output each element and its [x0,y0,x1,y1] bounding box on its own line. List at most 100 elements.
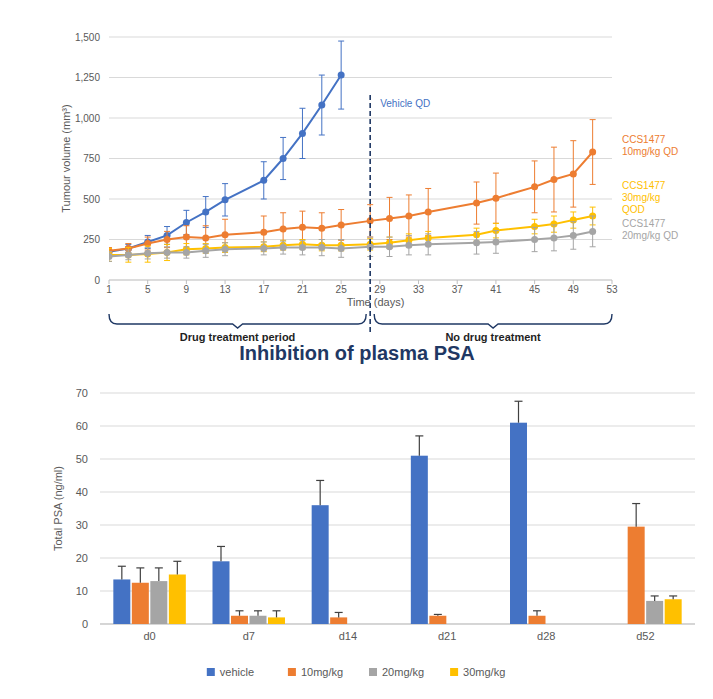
error-cap [261,199,267,200]
error-bar [109,248,112,261]
point [473,239,480,246]
point [589,228,596,235]
point [260,245,267,252]
point [318,102,325,109]
point [318,225,325,232]
point [318,244,325,251]
psa-chart: Inhibition of plasma PSATotal PSA (ng/ml… [52,342,695,678]
tumour-chart: 02505007501,0001,2501,500159131721252933… [60,32,678,344]
error-bar [145,248,151,259]
error-cap [145,237,151,238]
point [164,249,171,256]
x-tick-label: d7 [243,630,255,642]
error-cap [183,246,189,247]
point [222,231,229,238]
point [492,238,499,245]
series-label: CCS147730mg/kgQOD [622,180,666,215]
grid-line [109,118,612,119]
point [280,155,287,162]
error-cap [222,183,228,184]
error-cap [254,610,262,611]
error-cap [493,230,499,231]
error-cap [109,248,112,249]
error-cap [551,147,557,148]
bar [665,599,682,624]
error-cap [551,224,557,225]
point [183,219,190,226]
legend-swatch [450,668,458,676]
error-bar [474,182,480,224]
error-bar [145,237,151,250]
error-bar [254,611,262,616]
point [299,224,306,231]
error-cap [532,251,538,252]
x-tick-label: 9 [184,284,190,295]
error-cap [164,246,170,247]
error-cap [280,212,286,213]
error-cap [109,261,112,262]
series-label-line: CCS1477 [622,134,666,145]
error-cap [493,223,499,224]
plot-area [113,401,681,624]
y-tick-label: 1,500 [75,32,100,43]
error-cap [222,219,228,220]
error-cap [532,160,538,161]
point [338,72,345,79]
error-bar [203,197,209,228]
x-tick-label: 33 [413,284,425,295]
point [144,251,151,258]
legend-swatch [207,668,215,676]
y-tick-label: 1,000 [75,113,100,124]
error-cap [203,225,209,226]
error-cap [261,161,267,162]
point [222,196,229,203]
bar [646,601,663,624]
error-bar [532,161,538,213]
error-stem [257,611,258,616]
point [144,250,151,257]
point [202,234,209,241]
error-cap [590,207,596,208]
error-cap [222,255,228,256]
error-bar [651,596,659,601]
error-cap [434,614,442,615]
error-cap [551,216,557,217]
error-cap [590,216,596,217]
x-tick-label: 53 [606,284,618,295]
error-cap [570,249,576,250]
error-bar [632,504,640,527]
error-cap [164,231,170,232]
grid-line [109,199,612,200]
error-bar [319,240,325,256]
error-cap [387,256,393,257]
point [425,208,432,215]
grid-line [100,459,695,460]
point [570,232,577,239]
bar [268,617,285,624]
error-cap [425,233,431,234]
bar [169,575,186,625]
bar [150,581,167,624]
series-label-line: QOD [622,204,645,215]
error-cap [203,244,209,245]
error-cap [367,237,373,238]
error-cap [425,254,431,255]
x-tick-label: 29 [374,284,386,295]
error-cap [493,173,499,174]
error-cap [406,235,412,236]
error-cap [319,239,325,240]
error-bar [515,401,523,422]
x-tick-label: 45 [529,284,541,295]
error-stem [338,612,339,617]
error-stem [239,611,240,616]
error-cap [532,219,538,220]
x-tick-label: 21 [297,284,309,295]
x-tick-label: 25 [336,284,348,295]
point [222,246,229,253]
error-cap [280,241,286,242]
bar [411,456,428,624]
error-cap [474,224,480,225]
bar [231,616,248,624]
error-cap [551,250,557,251]
plot-area [109,41,596,262]
